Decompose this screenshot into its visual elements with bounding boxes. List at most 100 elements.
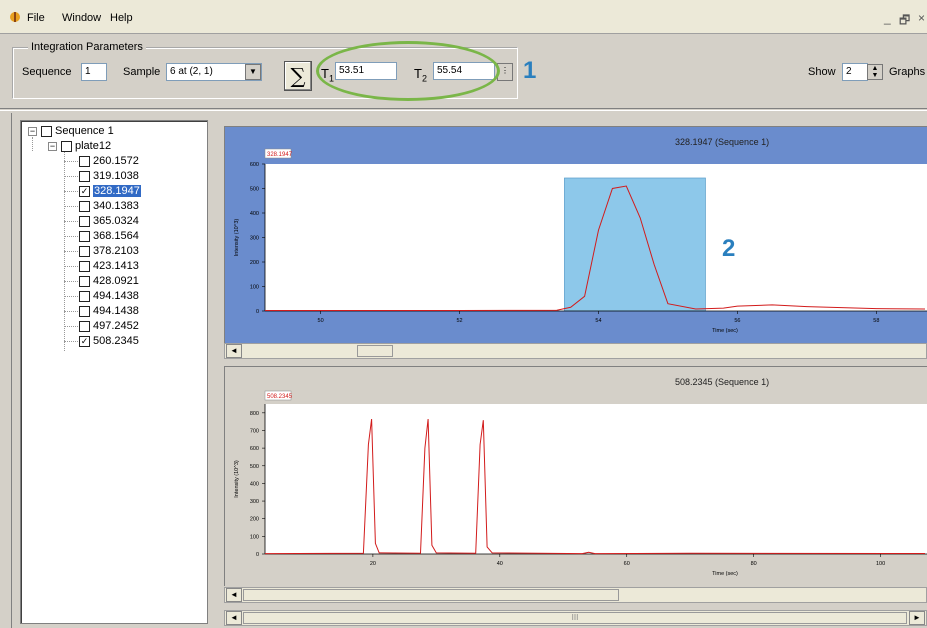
- legend-label: 508.2345: [267, 394, 293, 400]
- main-hscrollbar[interactable]: ◄ III ►: [224, 610, 927, 626]
- checkbox-icon[interactable]: [79, 156, 90, 167]
- sample-select[interactable]: 6 at (2, 1): [166, 63, 262, 81]
- scroll-thumb[interactable]: III: [243, 612, 907, 624]
- checkbox-icon[interactable]: [79, 171, 90, 182]
- tree-item[interactable]: 428.0921: [79, 275, 139, 288]
- checkbox-icon[interactable]: [79, 276, 90, 287]
- scroll-thumb[interactable]: [357, 345, 393, 357]
- y-tick-label: 300: [250, 499, 259, 505]
- checkbox-icon[interactable]: [41, 126, 52, 137]
- tree-item[interactable]: 319.1038: [79, 170, 139, 183]
- legend-box: [264, 390, 292, 401]
- tree-item-label: 328.1947: [93, 185, 141, 197]
- chart-508: 508.2345 (Sequence 1) 508.2345 0 100 200 300 4…: [225, 367, 927, 587]
- x-tick-label: 80: [751, 561, 757, 567]
- tree-root[interactable]: Sequence 1: [41, 125, 114, 138]
- series-line: [264, 418, 926, 555]
- y-tick-label: 0: [256, 552, 259, 558]
- tree-connector: [64, 266, 78, 267]
- scroll-thumb[interactable]: [243, 589, 619, 601]
- integration-window: [564, 177, 706, 312]
- sample-label: Sample: [123, 66, 161, 78]
- scroll-left-icon[interactable]: ◄: [226, 344, 242, 358]
- tree-item[interactable]: 494.1438: [79, 290, 139, 303]
- y-tick-label: 100: [250, 534, 259, 540]
- left-edge: [0, 113, 12, 628]
- tree-item[interactable]: 378.2103: [79, 245, 139, 258]
- x-tick-label: 52: [456, 318, 462, 324]
- annotation-1: 1: [523, 57, 537, 84]
- tree-connector: [32, 137, 33, 151]
- checkbox-icon[interactable]: ✓: [79, 336, 90, 347]
- annotation-ellipse: [316, 41, 500, 101]
- y-tick-label: 200: [250, 517, 259, 523]
- tree-item[interactable]: ✓ 508.2345: [79, 335, 139, 348]
- tree-item-label: 497.2452: [93, 320, 139, 332]
- chart-panel-2: 508.2345 (Sequence 1) 508.2345 0 100 200 300 4…: [224, 366, 927, 587]
- restore-button[interactable]: 🗗: [899, 13, 911, 27]
- graphs-spinner-icon[interactable]: ▲ ▼: [867, 64, 883, 80]
- chart1-hscrollbar[interactable]: ◄: [224, 343, 927, 359]
- series-line: [265, 185, 926, 311]
- tree-item-label: 423.1413: [93, 260, 139, 272]
- show-graphs-input[interactable]: 2: [842, 63, 868, 81]
- menu-help[interactable]: Help: [110, 12, 133, 24]
- chart-title: 508.2345 (Sequence 1): [675, 377, 769, 387]
- y-tick-label: 0: [256, 309, 259, 315]
- chevron-down-icon[interactable]: ▼: [245, 64, 261, 80]
- menu-window[interactable]: Window: [62, 12, 102, 24]
- collapse-icon[interactable]: −: [48, 141, 57, 151]
- tree-connector: [64, 206, 78, 207]
- collapse-icon[interactable]: −: [28, 126, 37, 136]
- chart2-hscrollbar[interactable]: ◄: [224, 587, 927, 603]
- checkbox-icon[interactable]: [79, 261, 90, 272]
- checkbox-icon[interactable]: [79, 201, 90, 212]
- tree-item-label: 494.1438: [93, 290, 139, 302]
- checkbox-icon[interactable]: [79, 306, 90, 317]
- tree-item-label: 260.1572: [93, 155, 139, 167]
- scroll-left-icon[interactable]: ◄: [226, 588, 242, 602]
- tree-connector: [64, 191, 78, 192]
- tree-connector: [64, 296, 78, 297]
- checkbox-icon[interactable]: [79, 291, 90, 302]
- tree-item[interactable]: 497.2452: [79, 320, 139, 333]
- x-tick-label: 50: [318, 318, 324, 324]
- menu-file[interactable]: File: [27, 12, 45, 24]
- y-axis-label: Intensity (10^3): [234, 219, 240, 257]
- integration-parameters-group: [12, 47, 518, 99]
- tree-connector: [64, 251, 78, 252]
- tree-item[interactable]: 365.0324: [79, 215, 139, 228]
- tree-item[interactable]: 423.1413: [79, 260, 139, 273]
- tree-item[interactable]: 494.1438: [79, 305, 139, 318]
- chart-panel-1: 328.1947 (Sequence 1) 328.1947 0 100 200 300 4…: [224, 126, 927, 344]
- checkbox-icon[interactable]: [61, 141, 72, 152]
- chart-328: 328.1947 (Sequence 1) 328.1947 0 100 200 300 4…: [225, 127, 927, 344]
- annotation-2: 2: [722, 235, 736, 262]
- tree-item-label: 494.1438: [93, 305, 139, 317]
- sequence-tree: − Sequence 1 − plate12 260.1572 319.1038 ✓…: [20, 120, 208, 624]
- t-spinner-icon[interactable]: ⋮: [497, 63, 513, 81]
- minimize-button[interactable]: _: [884, 11, 891, 25]
- tree-item[interactable]: 260.1572: [79, 155, 139, 168]
- toolbar-divider: [0, 108, 927, 111]
- checkbox-icon[interactable]: [79, 246, 90, 257]
- checkbox-icon[interactable]: [79, 231, 90, 242]
- tree-plate[interactable]: plate12: [61, 140, 111, 153]
- tree-item-label: 340.1383: [93, 200, 139, 212]
- y-axis-label: Intensity (10^3): [234, 460, 240, 498]
- checkbox-icon[interactable]: [79, 216, 90, 227]
- tree-item[interactable]: 340.1383: [79, 200, 139, 213]
- x-tick-label: 54: [595, 318, 601, 324]
- scroll-left-icon[interactable]: ◄: [226, 611, 242, 625]
- checkbox-icon[interactable]: ✓: [79, 186, 90, 197]
- scroll-right-icon[interactable]: ►: [909, 611, 925, 625]
- tree-item[interactable]: ✓ 328.1947: [79, 185, 141, 198]
- tree-item[interactable]: 368.1564: [79, 230, 139, 243]
- y-tick-label: 400: [250, 481, 259, 487]
- sequence-input[interactable]: 1: [81, 63, 107, 81]
- close-button[interactable]: ×: [918, 11, 926, 25]
- tree-connector: [64, 161, 78, 162]
- menu-bar: File Window Help _ 🗗 ×: [0, 0, 927, 34]
- checkbox-icon[interactable]: [79, 321, 90, 332]
- integrate-sum-button[interactable]: ∑: [284, 61, 312, 91]
